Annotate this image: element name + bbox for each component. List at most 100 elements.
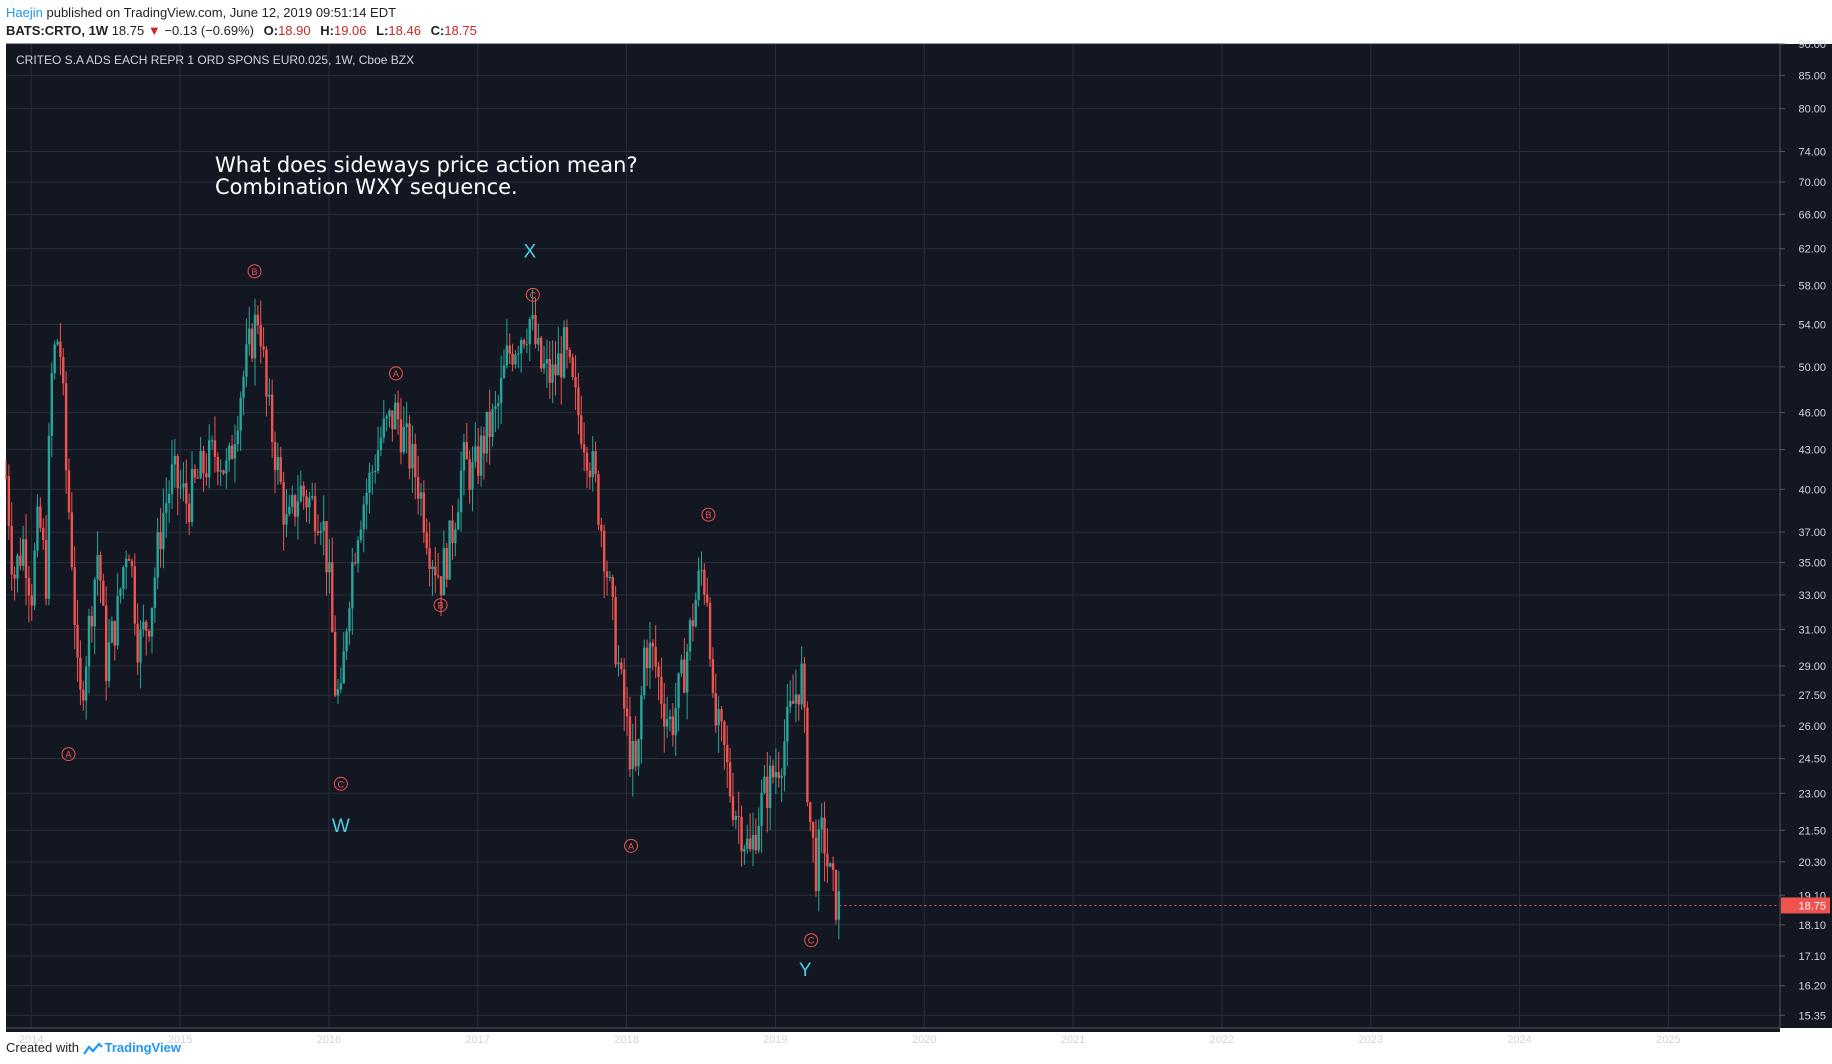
candle-body [611,577,614,598]
candle-body [651,642,655,647]
candle-body [374,471,377,473]
candle-body [339,683,343,690]
candle-body [831,863,835,870]
candle-body [130,560,134,567]
candle-body [786,706,789,742]
price-tick-label: 50.00 [1798,362,1826,374]
wave-label-major: Y [799,960,812,981]
candle-body [829,863,832,867]
candle-body [560,353,563,378]
wave-label-major: W [332,816,350,837]
candle-body [210,440,214,442]
candle-body [7,476,11,526]
wave-label-circle [247,264,262,279]
price-tick-label: 54.00 [1798,320,1826,332]
candle-body [219,470,222,472]
candle-body [396,402,400,420]
close-label: C: [430,23,445,38]
candle-body [777,772,780,778]
candle-body [457,512,460,530]
candle-body [482,435,486,454]
time-tick-label: 2025 [1656,1034,1680,1046]
candle-body [428,548,431,570]
candle-body [10,525,13,575]
candle-body [663,703,666,727]
candle-body [717,709,720,726]
price-tick-label: 40.00 [1798,484,1826,496]
candle-body [614,597,617,665]
candle-body [56,341,59,345]
candle-body [342,651,345,684]
candle-body [230,445,234,459]
price-tick-label: 43.00 [1798,445,1826,457]
candle-body [87,615,91,667]
candle-body [82,689,85,701]
price-tick-label: 66.00 [1798,209,1826,221]
candle-body [76,624,79,658]
candle-body [683,659,686,693]
price-tick-label: 20.30 [1798,857,1826,869]
candle-body [394,402,397,430]
candle-body [122,567,125,590]
candle-body [319,530,323,534]
candle-body [508,345,511,354]
candle-body [780,775,783,778]
candle-body [794,694,798,704]
time-tick-label: 2019 [763,1034,787,1046]
candle-body [331,562,334,633]
candle-body [245,344,248,377]
candle-body [705,594,709,603]
candle-body [442,547,446,596]
candle-body [133,566,136,624]
candle-body [93,579,96,627]
candle-body [39,506,42,528]
price-axis-background [1780,44,1832,1028]
tradingview-brand-link[interactable]: TradingView [104,1040,181,1055]
price-tick-label: 29.00 [1798,661,1826,673]
candle-body [628,716,632,770]
candle-body [760,792,763,826]
candle-body [459,470,463,513]
candle-body [73,567,76,625]
candle-body [531,314,534,320]
candle-body [362,504,365,530]
candle-body [193,469,197,478]
candle-body [345,631,348,652]
candle-body [608,577,612,579]
price-tick-label: 85.00 [1798,70,1826,82]
candle-body [176,456,179,488]
high-value: 19.06 [333,23,367,38]
candle-body [253,314,257,359]
candle-body [62,356,65,384]
candle-body [259,325,262,347]
candle-body [491,409,494,437]
candle-body [99,554,102,581]
candle-body [356,540,360,564]
candle-body [150,607,154,637]
candle-body [677,673,680,708]
candle-body [665,719,669,727]
candle-body [809,802,812,822]
candle-body [236,430,240,445]
candle-body [59,341,62,357]
last-price: 18.75 [111,23,145,38]
publish-line: Haejin published on TradingView.com, Jun… [6,5,396,20]
candle-body [44,540,48,599]
author-link[interactable]: Haejin [6,5,43,20]
candle-body [299,485,302,502]
wave-label-circle [388,366,403,381]
candle-body [90,615,94,627]
created-with-text: Created with [6,1040,79,1055]
candle-body [359,529,363,541]
candle-body [568,349,572,358]
candle-body [391,410,394,430]
candle-body [165,503,168,513]
time-axis-background [6,1028,1780,1032]
wave-label-minor: C [338,779,345,789]
candle-body [104,605,108,682]
candle-body [823,817,826,854]
candle-body [580,415,583,445]
candle-body [222,470,225,474]
candle-body [102,580,105,606]
